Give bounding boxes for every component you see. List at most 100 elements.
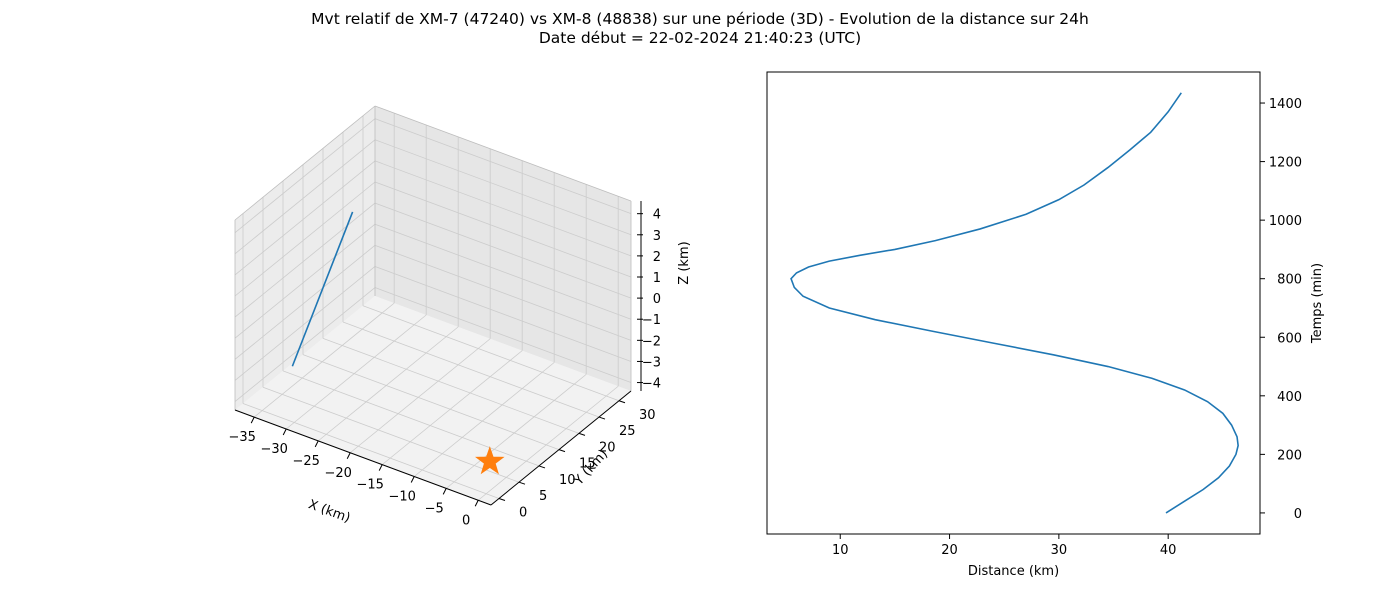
grid-line <box>242 403 500 499</box>
grid-line <box>349 338 491 454</box>
x-tick-label: 40 <box>1160 543 1177 558</box>
grid-line <box>262 386 520 483</box>
x-tick <box>314 440 319 448</box>
grid-line <box>234 118 376 233</box>
x-tick-label: −10 <box>388 490 415 505</box>
grid-line <box>381 350 523 465</box>
y-tick <box>498 498 506 501</box>
y-tick <box>558 449 566 453</box>
y-tick-label: 600 <box>1277 331 1302 346</box>
y-tick-label: 5 <box>539 489 547 504</box>
x-tick-label: 20 <box>941 543 958 558</box>
z-axis-label: Z (km) <box>677 241 692 284</box>
grid-line <box>374 139 632 236</box>
grid-line <box>234 245 376 360</box>
grid-line <box>445 374 587 489</box>
grid-line <box>285 314 427 430</box>
y-tick-label: 20 <box>599 440 616 455</box>
x-axis-line <box>234 409 492 506</box>
grid-line <box>234 160 376 276</box>
axes-3d <box>234 201 643 507</box>
y-tick-label: 25 <box>619 424 636 439</box>
grid-line <box>374 244 632 341</box>
x-tick-label: −20 <box>324 466 351 481</box>
grid-line <box>374 118 632 215</box>
y-tick-label: 15 <box>579 457 596 472</box>
y-tick <box>618 400 626 404</box>
x-tick <box>410 476 415 483</box>
y-tick-label: 10 <box>559 473 576 488</box>
grid-line <box>374 181 632 278</box>
y-tick-label: 30 <box>639 408 656 423</box>
x-tick-label: −5 <box>425 501 444 516</box>
y-tick-label: 1000 <box>1269 214 1302 229</box>
z-tick-label: −4 <box>642 377 661 392</box>
grid-3d <box>234 113 632 501</box>
y-tick <box>598 416 606 420</box>
grid-line <box>413 362 555 477</box>
x-tick <box>282 428 287 436</box>
z-tick-label: −2 <box>642 334 661 349</box>
y-tick <box>538 465 546 469</box>
pane-edges <box>234 105 632 410</box>
grid-line <box>234 181 376 297</box>
left-pane <box>235 106 375 410</box>
x-tick-label: 0 <box>462 513 470 528</box>
grid-line <box>234 287 376 402</box>
y-tick <box>518 481 526 485</box>
x-tick-label: −15 <box>356 478 383 493</box>
x-tick <box>442 488 447 495</box>
x-tick <box>346 452 351 459</box>
y-axis-line <box>490 390 632 506</box>
grid-line <box>234 202 376 318</box>
pane-edge <box>374 105 632 202</box>
z-tick-label: 2 <box>653 250 661 265</box>
star-marker <box>475 446 505 475</box>
x-tick <box>474 500 479 507</box>
y-tick-label: 200 <box>1277 448 1302 463</box>
x-tick <box>250 416 255 424</box>
x-tick-label: −30 <box>260 442 287 457</box>
z-tick-label: 4 <box>653 208 661 223</box>
grid-line <box>234 139 376 255</box>
y-tick-label: 0 <box>1294 507 1302 522</box>
grid-line <box>234 223 376 339</box>
x-axis-label: Distance (km) <box>968 564 1059 579</box>
grid-line <box>234 266 376 381</box>
y-tick-label: 0 <box>519 505 527 520</box>
x-tick-label: 30 <box>1051 543 1068 558</box>
grid-line <box>374 287 632 383</box>
y-tick-label: 400 <box>1277 390 1302 405</box>
floor-pane <box>235 296 631 505</box>
plot-frame <box>766 71 1261 535</box>
grid-line <box>253 302 395 418</box>
x-tick-label: −25 <box>292 454 319 469</box>
pane-edge <box>234 105 376 221</box>
x-tick-label: −35 <box>228 430 255 445</box>
grid-line <box>322 337 580 434</box>
grid-line <box>374 223 632 320</box>
z-tick-label: −3 <box>642 355 661 370</box>
y-tick-label: 800 <box>1277 273 1302 288</box>
grid-line <box>477 385 619 501</box>
trajectory-line <box>291 211 354 367</box>
y-tick-label: 1200 <box>1269 156 1302 171</box>
grid-line <box>362 305 620 402</box>
grid-line <box>374 266 632 362</box>
x-tick-label: 10 <box>832 543 849 558</box>
chart-title: Mvt relatif de XM-7 (47240) vs XM-8 (488… <box>311 10 1089 28</box>
x-tick <box>378 464 383 471</box>
y-tick-label: 1400 <box>1269 97 1302 112</box>
y-axis-label: Temps (min) <box>1310 263 1325 344</box>
grid-line <box>317 326 459 442</box>
z-tick-label: 3 <box>653 229 661 244</box>
grid-line <box>302 354 560 451</box>
grid-line <box>282 370 540 467</box>
grid-line <box>342 321 600 418</box>
chart-subtitle: Date début = 22-02-2024 21:40:23 (UTC) <box>538 29 862 47</box>
distance-line <box>790 92 1239 514</box>
grid-line <box>374 202 632 299</box>
y-tick <box>578 432 586 436</box>
